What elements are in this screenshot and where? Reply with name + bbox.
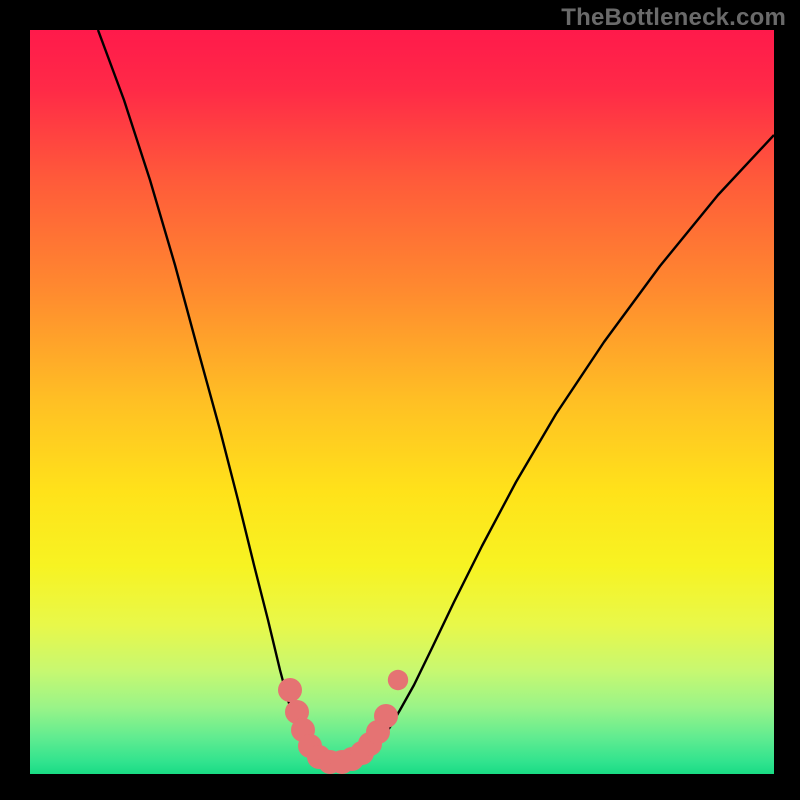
marker-dot bbox=[374, 704, 398, 728]
marker-dot bbox=[278, 678, 302, 702]
watermark-text: TheBottleneck.com bbox=[561, 4, 786, 32]
chart-outer-frame: TheBottleneck.com bbox=[0, 0, 800, 800]
gradient-background bbox=[30, 30, 774, 774]
bottleneck-chart-svg bbox=[30, 30, 774, 774]
marker-outlier bbox=[388, 670, 408, 690]
